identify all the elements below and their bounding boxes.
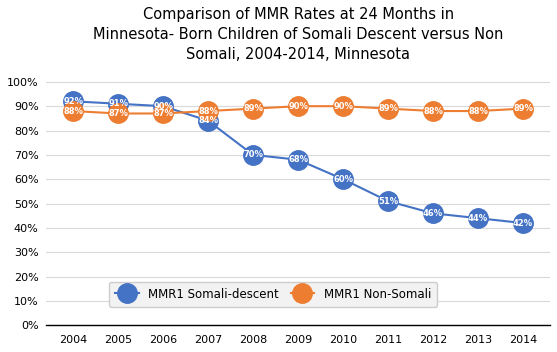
Text: 90%: 90%: [153, 102, 173, 111]
MMR1 Somali-descent: [385, 199, 392, 203]
Text: 88%: 88%: [423, 107, 443, 115]
MMR1 Non-Somali: [250, 107, 256, 111]
Text: 51%: 51%: [378, 197, 398, 206]
Text: 89%: 89%: [513, 104, 533, 113]
MMR1 Non-Somali: [520, 107, 526, 111]
MMR1 Somali-descent: [70, 99, 76, 103]
MMR1 Non-Somali: [205, 109, 212, 113]
MMR1 Somali-descent: [475, 216, 481, 220]
Text: 90%: 90%: [288, 102, 308, 111]
MMR1 Somali-descent: [520, 221, 526, 225]
MMR1 Non-Somali: [430, 109, 437, 113]
MMR1 Non-Somali: [385, 107, 392, 111]
Text: 87%: 87%: [153, 109, 173, 118]
MMR1 Non-Somali: [115, 111, 121, 115]
Text: 89%: 89%: [378, 104, 398, 113]
Text: 84%: 84%: [198, 116, 218, 125]
MMR1 Non-Somali: [475, 109, 481, 113]
Legend: MMR1 Somali-descent, MMR1 Non-Somali: MMR1 Somali-descent, MMR1 Non-Somali: [109, 282, 437, 307]
Text: 90%: 90%: [333, 102, 353, 111]
Text: 42%: 42%: [513, 219, 533, 227]
Text: 60%: 60%: [333, 175, 353, 184]
Text: 92%: 92%: [63, 97, 83, 106]
Line: MMR1 Somali-descent: MMR1 Somali-descent: [63, 92, 533, 233]
MMR1 Non-Somali: [160, 111, 167, 115]
Text: 91%: 91%: [108, 99, 128, 108]
Title: Comparison of MMR Rates at 24 Months in
Minnesota- Born Children of Somali Desce: Comparison of MMR Rates at 24 Months in …: [93, 7, 504, 62]
Line: MMR1 Non-Somali: MMR1 Non-Somali: [63, 96, 533, 123]
Text: 68%: 68%: [288, 155, 308, 164]
Text: 88%: 88%: [468, 107, 488, 115]
Text: 88%: 88%: [198, 107, 218, 115]
MMR1 Non-Somali: [70, 109, 76, 113]
Text: 70%: 70%: [243, 150, 263, 159]
MMR1 Somali-descent: [115, 102, 121, 106]
Text: 89%: 89%: [243, 104, 263, 113]
MMR1 Somali-descent: [430, 211, 437, 215]
MMR1 Somali-descent: [250, 153, 256, 157]
MMR1 Somali-descent: [205, 119, 212, 123]
Text: 87%: 87%: [108, 109, 128, 118]
MMR1 Non-Somali: [340, 104, 346, 108]
Text: 44%: 44%: [468, 214, 488, 223]
MMR1 Somali-descent: [340, 177, 346, 181]
Text: 88%: 88%: [63, 107, 83, 115]
MMR1 Non-Somali: [295, 104, 301, 108]
Text: 46%: 46%: [423, 209, 443, 218]
MMR1 Somali-descent: [160, 104, 167, 108]
MMR1 Somali-descent: [295, 158, 301, 162]
